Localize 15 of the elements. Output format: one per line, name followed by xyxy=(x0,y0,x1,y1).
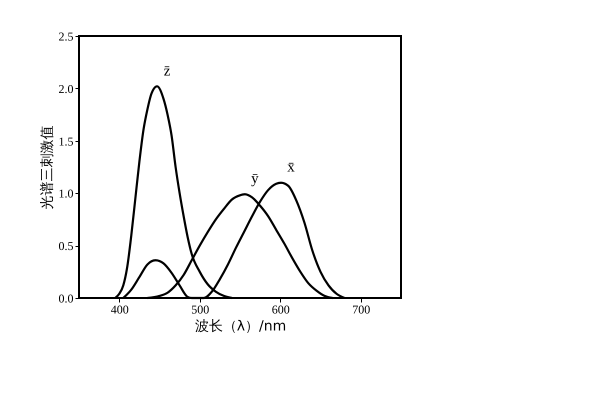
x-tick-label: 400 xyxy=(110,302,129,316)
y-tick-label: 0.5 xyxy=(58,239,74,254)
x-axis-title: 波长（λ）/nm xyxy=(194,318,286,334)
y-tick-label: 2.0 xyxy=(58,82,74,96)
series-label: x̄ xyxy=(287,160,296,176)
x-tick-label: 500 xyxy=(191,302,210,316)
y-tick-label: 0.0 xyxy=(58,292,74,306)
x-tick-label: 700 xyxy=(352,302,370,316)
y-tick-label: 1.5 xyxy=(58,134,74,148)
y-tick-label: 1.0 xyxy=(58,186,74,201)
series-label: ȳ xyxy=(251,171,260,188)
y-tick-label: 2.5 xyxy=(58,30,74,44)
series-label: z̄ xyxy=(164,63,171,80)
x-tick-label: 600 xyxy=(272,302,290,316)
y-axis-title: 光谱三刺激值 xyxy=(40,126,56,210)
